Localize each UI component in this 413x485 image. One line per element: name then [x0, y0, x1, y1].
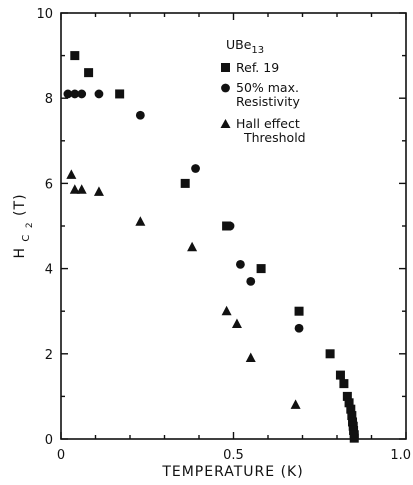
y-axis-title: H C 2 (T)	[12, 193, 36, 258]
y-axis-title-suffix: (T)	[12, 193, 28, 215]
x-tick-label: 1.0	[390, 448, 411, 463]
axis-tick-labels: 0 2 4 6 8 10 0 0.5 1.0	[36, 7, 411, 463]
point-ref19	[346, 404, 356, 414]
point-hall	[76, 184, 87, 194]
point-ref19	[344, 398, 354, 408]
y-axis-title-main: H	[12, 247, 28, 259]
point-ref19	[294, 306, 304, 316]
axis-ticks	[60, 12, 407, 440]
legend-entry-ref19: Ref. 19	[236, 60, 279, 75]
legend-entry-resistivity-line2: Resistivity	[236, 94, 300, 109]
point-resistivity	[225, 221, 235, 231]
legend-entry-resistivity-line1: 50% max.	[236, 80, 299, 95]
point-resistivity	[77, 89, 87, 99]
point-hall	[231, 318, 242, 328]
y-axis-title-sub: C	[21, 234, 32, 242]
point-resistivity	[94, 89, 104, 99]
point-hall	[290, 399, 301, 409]
point-resistivity	[135, 110, 145, 120]
legend-title: UBe13	[226, 37, 264, 56]
x-tick-label: 0.5	[223, 448, 244, 463]
y-tick-label: 10	[36, 7, 53, 22]
point-hall	[221, 305, 232, 316]
point-hall	[66, 169, 77, 179]
point-ref19	[70, 51, 80, 61]
point-hall	[187, 241, 198, 252]
y-tick-label: 8	[45, 92, 53, 107]
y-tick-label: 0	[45, 433, 53, 448]
legend-entry-hall-line1: Hall effect	[236, 116, 300, 131]
point-ref19	[115, 89, 125, 99]
point-ref19	[339, 379, 349, 389]
point-ref19	[349, 433, 359, 443]
legend-marker-circle	[221, 83, 230, 93]
point-ref19	[256, 264, 266, 274]
point-hall	[135, 216, 146, 226]
point-ref19	[347, 411, 357, 421]
point-ref19	[335, 370, 345, 380]
x-axis-title: TEMPERATURE (K)	[161, 464, 303, 480]
point-ref19	[84, 68, 94, 78]
point-hall	[93, 186, 104, 196]
point-resistivity	[63, 89, 73, 99]
point-resistivity	[70, 89, 80, 99]
y-axis-title-sub2: 2	[25, 221, 35, 228]
point-resistivity	[246, 276, 256, 286]
point-hall	[245, 352, 256, 363]
point-ref19	[180, 178, 190, 188]
legend: UBe13 Ref. 19 50% max. Resistivity Hall …	[220, 37, 306, 145]
legend-marker-square	[221, 63, 230, 72]
svg-text:H C 2 (T): H C 2 (T)	[12, 193, 36, 258]
point-ref19	[325, 349, 335, 359]
point-hall	[69, 184, 80, 194]
y-tick-label: 2	[45, 348, 53, 363]
point-resistivity	[191, 164, 200, 173]
y-tick-label: 6	[45, 177, 53, 192]
point-resistivity	[236, 259, 245, 269]
point-resistivity	[294, 323, 304, 333]
legend-entry-hall-line2: Threshold	[243, 130, 306, 145]
y-tick-label: 4	[45, 263, 53, 278]
legend-marker-triangle	[220, 119, 231, 128]
data-points	[63, 51, 359, 443]
x-tick-label: 0	[57, 448, 65, 463]
point-ref19	[342, 391, 352, 401]
